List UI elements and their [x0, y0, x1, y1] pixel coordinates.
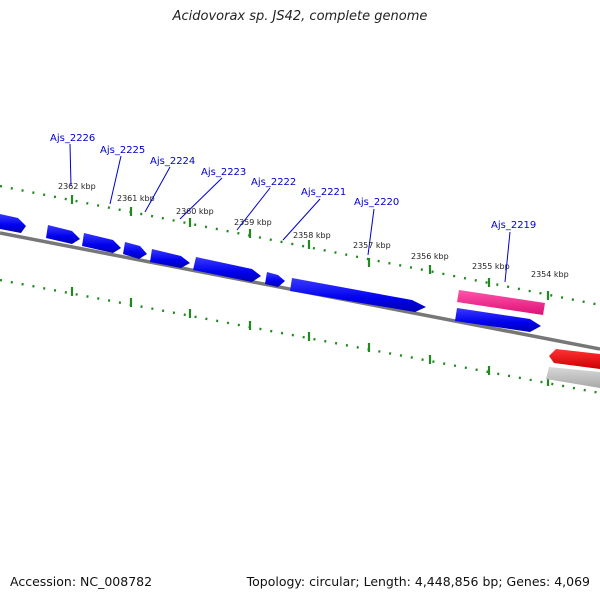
gene-arrow-forward[interactable] [150, 249, 190, 268]
gene-arrow-forward[interactable] [455, 308, 541, 332]
gene-leader-line [367, 208, 375, 256]
gene-label[interactable]: Ajs_2224 [150, 156, 195, 167]
gene-leader-line [69, 143, 72, 187]
gene-arrow-forward[interactable] [82, 233, 121, 253]
genome-summary-text: Topology: circular; Length: 4,448,856 bp… [246, 574, 590, 589]
gene-arrow-forward[interactable] [123, 242, 147, 259]
accession-text: Accession: NC_008782 [10, 574, 153, 589]
gene-label[interactable]: Ajs_2225 [100, 145, 145, 156]
gene-arrow-reverse-gray[interactable] [546, 367, 600, 388]
gene-leader-line [144, 166, 171, 213]
ruler-tick-label: 2362 kbp [58, 182, 96, 191]
gene-leader-line [236, 187, 271, 231]
gene-label[interactable]: Ajs_2219 [491, 220, 536, 231]
gene-arrow-forward[interactable] [0, 214, 26, 233]
ruler-tick-label: 2359 kbp [234, 218, 272, 227]
gene-label[interactable]: Ajs_2226 [50, 133, 95, 144]
ruler-track-inner [0, 278, 600, 395]
gene-arrow-reverse[interactable] [549, 349, 600, 369]
ruler-tick-label: 2361 kbp [117, 194, 155, 203]
ruler-tick-label: 2357 kbp [353, 241, 391, 250]
gene-leader-line [109, 155, 122, 205]
gene-leader-line [282, 198, 321, 241]
page-title: Acidovorax sp. JS42, complete genome [172, 9, 428, 24]
gene-label[interactable]: Ajs_2222 [251, 177, 296, 188]
gene-arrow-forward[interactable] [265, 272, 285, 287]
gene-arrow-forward[interactable] [290, 278, 426, 312]
ruler-tick-label: 2355 kbp [472, 262, 510, 271]
gene-label[interactable]: Ajs_2223 [201, 167, 246, 178]
gene-leader-line [179, 177, 223, 220]
ruler-tick-label: 2360 kbp [176, 207, 214, 216]
gene-arrow-selected[interactable] [457, 290, 545, 315]
gene-arrow-forward[interactable] [46, 225, 80, 244]
gene-leader-line [504, 231, 511, 283]
ruler-tick-label: 2354 kbp [531, 270, 569, 279]
gene-arrow-forward[interactable] [193, 257, 261, 282]
gene-label[interactable]: Ajs_2220 [354, 197, 399, 208]
gene-label[interactable]: Ajs_2221 [301, 187, 346, 198]
ruler-tick-label: 2356 kbp [411, 252, 449, 261]
ruler-tick-label: 2358 kbp [293, 231, 331, 240]
